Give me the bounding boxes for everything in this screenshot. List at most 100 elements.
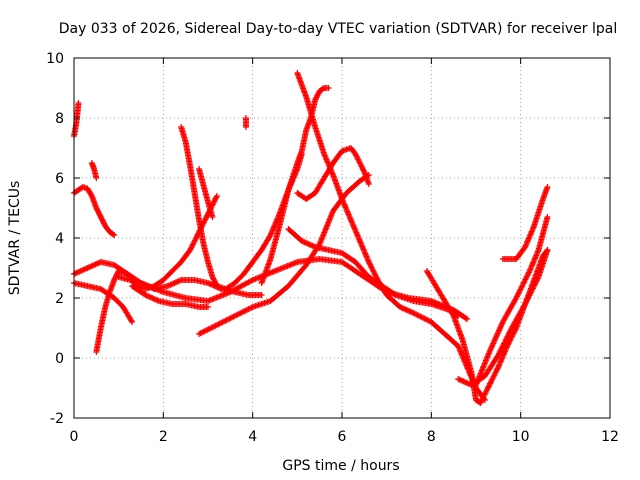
data-point <box>213 193 220 199</box>
data-point <box>489 376 496 383</box>
data-point <box>212 195 219 202</box>
series-arc-2 <box>71 184 118 238</box>
data-point <box>226 315 233 322</box>
data-point <box>371 270 378 277</box>
x-tick-label: 4 <box>248 429 257 445</box>
data-point <box>484 386 491 393</box>
data-point <box>234 311 241 318</box>
data-point <box>487 380 494 387</box>
data-point <box>544 247 551 253</box>
data-point <box>482 388 489 395</box>
data-point <box>367 261 374 268</box>
chart-title: Day 033 of 2026, Sidereal Day-to-day VTE… <box>59 21 617 37</box>
x-tick-label: 2 <box>159 429 168 445</box>
data-point <box>218 319 225 326</box>
series-arc-8 <box>115 256 471 322</box>
data-point <box>213 194 220 201</box>
data-point <box>207 325 214 332</box>
data-point <box>417 313 424 320</box>
data-point <box>352 151 359 157</box>
axis-ticks: 0 2 4 6 8 10 12 -2 0 2 4 6 8 10 <box>46 51 619 445</box>
y-tick-label: 6 <box>55 171 64 187</box>
data-point <box>369 267 376 274</box>
series-arc-10 <box>196 166 216 220</box>
data-point <box>488 377 495 384</box>
data-point <box>231 313 238 319</box>
data-point <box>237 310 244 317</box>
data-point <box>191 237 198 244</box>
data-point <box>220 318 227 325</box>
data-points <box>71 70 551 406</box>
grid <box>74 58 610 418</box>
data-point <box>93 175 100 181</box>
data-point <box>111 232 118 238</box>
data-point <box>411 310 418 317</box>
data-point <box>356 159 363 166</box>
data-point <box>421 315 428 322</box>
data-point <box>420 314 427 321</box>
data-point <box>481 391 488 398</box>
series-arc-12 <box>196 172 372 337</box>
data-point <box>188 244 195 251</box>
data-point <box>325 85 332 91</box>
data-point <box>483 387 490 394</box>
data-point <box>353 153 360 160</box>
data-point <box>485 384 492 391</box>
data-point <box>370 268 377 275</box>
series-arc-15 <box>294 70 488 403</box>
x-tick-label: 6 <box>338 429 347 445</box>
data-point <box>208 324 215 331</box>
data-point <box>359 166 366 173</box>
data-point <box>229 314 236 321</box>
data-point <box>191 238 198 245</box>
data-point <box>187 245 194 252</box>
data-point <box>223 317 230 324</box>
data-point <box>491 372 498 379</box>
data-point <box>449 311 456 318</box>
series-arc-18 <box>455 247 551 388</box>
data-point <box>366 260 373 267</box>
data-point <box>425 317 432 324</box>
data-point <box>491 370 498 377</box>
data-point <box>189 241 196 248</box>
data-point <box>193 234 200 241</box>
data-point <box>360 167 367 174</box>
data-point <box>204 326 211 333</box>
data-point <box>485 383 492 390</box>
data-point <box>200 220 207 227</box>
data-point <box>365 259 372 265</box>
data-point <box>480 393 487 400</box>
data-point <box>357 162 364 169</box>
y-tick-label: 10 <box>46 51 64 67</box>
x-tick-label: 10 <box>512 429 530 445</box>
data-point <box>202 215 209 222</box>
data-point <box>248 304 255 311</box>
data-point <box>194 233 201 240</box>
data-point <box>365 181 372 187</box>
data-point <box>215 321 222 328</box>
data-point <box>479 395 486 402</box>
data-point <box>248 277 255 284</box>
data-point <box>258 292 265 298</box>
data-point <box>202 327 209 334</box>
data-point <box>477 400 484 406</box>
data-point <box>486 382 493 388</box>
data-point <box>480 394 487 401</box>
data-point <box>489 375 496 382</box>
series-arc-19 <box>473 214 551 388</box>
data-point <box>487 379 494 386</box>
y-tick-label: 4 <box>55 231 64 247</box>
x-tick-label: 8 <box>427 429 436 445</box>
series-arc-3 <box>88 160 100 181</box>
x-tick-label: 0 <box>70 429 79 445</box>
data-point <box>110 231 117 238</box>
data-point <box>189 242 196 249</box>
data-point <box>367 263 374 270</box>
data-point <box>235 310 242 317</box>
data-point <box>211 198 218 205</box>
data-point <box>211 197 218 204</box>
data-point <box>240 308 247 315</box>
data-point <box>187 247 194 253</box>
data-point <box>462 315 469 322</box>
